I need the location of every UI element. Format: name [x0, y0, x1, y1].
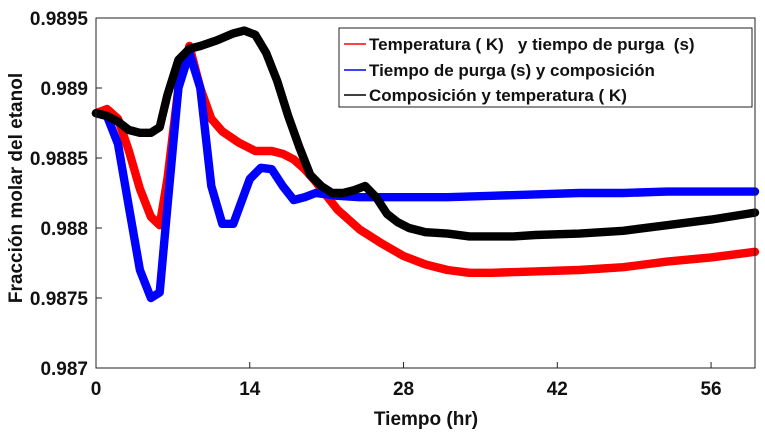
y-tick-label: 0.987 — [40, 359, 88, 380]
x-tick-label: 56 — [700, 379, 721, 400]
series-line-2 — [95, 30, 756, 237]
y-axis-label: Fracción molar del etanol — [6, 73, 27, 303]
legend-label-temperatura: Temperatura ( K) y tiempo de purga (s) — [369, 35, 695, 54]
y-tick-label: 0.9875 — [30, 289, 89, 310]
y-tick-label: 0.9895 — [30, 9, 89, 30]
x-tick-label: 0 — [91, 379, 102, 400]
legend-label-tiempo-de-purga: Tiempo de purga (s) y composición — [369, 61, 655, 80]
legend-box — [338, 27, 753, 108]
x-tick-label: 14 — [239, 379, 261, 400]
y-axis-label-group: Fracción molar del etanol — [6, 73, 27, 303]
x-tick-label: 42 — [547, 379, 568, 400]
series-line-1 — [95, 51, 755, 299]
series-layer — [91, 26, 760, 303]
y-tick-label: 0.989 — [40, 79, 88, 100]
legend-label-composicion: Composición y temperatura ( K) — [369, 86, 627, 105]
x-tick-label: 28 — [393, 379, 414, 400]
ticks-layer: 0 14 28 42 56 0.987 0.9875 0.988 0.9885 0.989 0.98… — [30, 9, 722, 400]
legend: Temperatura ( K) y tiempo de purga (s) T… — [338, 27, 753, 108]
y-tick-label: 0.988 — [40, 219, 88, 240]
series-line-0 — [95, 44, 756, 274]
x-axis-label: Tiempo (hr) — [374, 409, 478, 430]
plot-frame — [95, 17, 756, 369]
y-tick-label: 0.9885 — [30, 149, 89, 170]
